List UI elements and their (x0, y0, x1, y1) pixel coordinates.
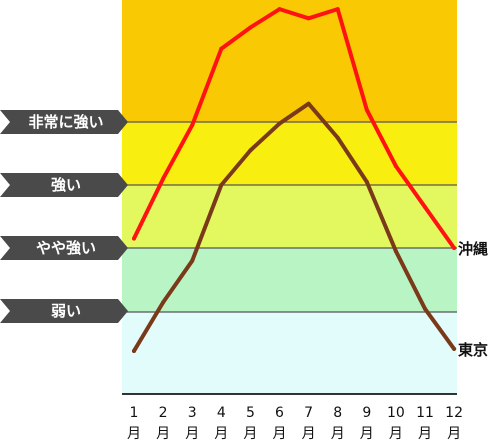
x-tick-label: 1 (130, 405, 139, 421)
x-tick-unit: 月 (302, 426, 316, 442)
series-point-0 (248, 25, 253, 30)
series-point-0 (452, 246, 457, 250)
series-point-1 (452, 346, 457, 351)
x-tick-unit: 月 (360, 426, 374, 442)
x-tick-unit: 月 (447, 426, 461, 442)
series-point-0 (132, 236, 136, 241)
band-4 (122, 0, 457, 122)
x-tick-unit: 月 (156, 426, 170, 442)
x-tick-label: 11 (416, 405, 434, 421)
x-tick-label: 2 (159, 405, 168, 421)
series-point-0 (306, 16, 311, 21)
series-point-1 (335, 135, 340, 140)
series-point-0 (190, 123, 195, 128)
x-tick-label: 10 (387, 405, 405, 421)
series-point-0 (277, 7, 282, 12)
series-line-0 (132, 7, 457, 250)
series-line-1 (132, 101, 457, 353)
series-point-1 (306, 101, 311, 106)
band-tag-label: 非常に強い (28, 113, 103, 131)
series-point-1 (161, 300, 166, 305)
series-layer (132, 7, 457, 353)
band-tag-label: 強い (51, 176, 81, 194)
series-point-1 (132, 348, 136, 353)
series-point-0 (364, 107, 369, 112)
grid-layer (122, 121, 457, 395)
band-tag (0, 236, 128, 260)
series-point-1 (219, 183, 224, 187)
x-tick-unit: 月 (127, 426, 141, 442)
series-point-1 (364, 179, 369, 184)
x-tick-unit: 月 (273, 426, 287, 442)
x-tick-label: 12 (445, 405, 463, 421)
series-point-0 (393, 164, 398, 169)
x-tick-unit: 月 (331, 426, 345, 442)
band-tag-label: やや強い (36, 239, 96, 257)
series-label-1: 東京 (458, 341, 488, 359)
x-tick-unit: 月 (243, 426, 257, 442)
band-1 (122, 248, 457, 312)
series-point-0 (335, 7, 340, 12)
band-label-layer: 弱い やや強い 強い 非常に強い (0, 110, 128, 323)
band-2 (122, 185, 457, 248)
series-point-1 (277, 121, 282, 126)
x-tick-label: 3 (188, 405, 197, 421)
x-tick-unit: 月 (214, 426, 228, 442)
band-0 (122, 312, 457, 394)
band-layer (122, 0, 457, 394)
x-axis: 1 月 2 月 3 月 4 月 5 月 6 月 7 月 8 月 9 月 10 月 11 月 12 月 (127, 405, 463, 442)
x-tick-unit: 月 (418, 426, 432, 442)
band-tag-label: 弱い (51, 302, 81, 320)
x-tick-label: 7 (304, 405, 313, 421)
series-point-0 (161, 176, 166, 181)
band-tag (0, 299, 128, 323)
series-point-0 (423, 205, 427, 210)
band-tag (0, 173, 128, 197)
x-tick-label: 4 (217, 405, 226, 421)
x-tick-label: 5 (246, 405, 255, 421)
band-tag (0, 110, 128, 134)
x-tick-label: 6 (275, 405, 284, 421)
series-point-1 (248, 148, 253, 153)
x-tick-unit: 月 (185, 426, 199, 442)
series-point-1 (393, 249, 398, 254)
series-point-1 (190, 258, 195, 263)
series-point-1 (423, 306, 427, 311)
x-tick-label: 8 (333, 405, 342, 421)
x-tick-label: 9 (362, 405, 371, 421)
x-tick-unit: 月 (389, 426, 403, 442)
series-point-0 (219, 46, 224, 51)
series-label-0: 沖縄 (458, 240, 488, 258)
band-3 (122, 122, 457, 185)
